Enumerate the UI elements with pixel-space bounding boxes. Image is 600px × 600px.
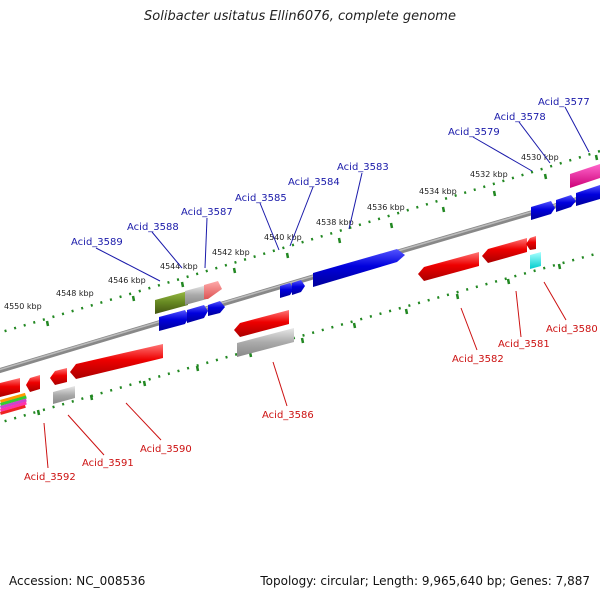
gene-label: Acid_3586: [262, 410, 314, 421]
gene-block: [0, 398, 27, 409]
gene-arrow: [530, 252, 541, 269]
gene-label: Acid_3592: [24, 472, 76, 483]
gene-arrow: [204, 281, 222, 299]
gene-arrow: [292, 280, 305, 295]
gene-label: Acid_3579: [448, 127, 500, 138]
map-title: Solibacter usitatus Ellin6076, complete …: [144, 9, 456, 24]
gene-block: [0, 395, 27, 406]
forward-genes: [155, 164, 600, 331]
gene-arrow: [159, 310, 189, 331]
forward-leaders: [95, 106, 590, 282]
gene-label: Acid_3585: [235, 193, 287, 204]
gene-arrow: [53, 386, 75, 404]
gene-block: [0, 401, 27, 412]
gene-arrow: [50, 368, 67, 385]
gene-label: Acid_3591: [82, 458, 134, 469]
gene-label: Acid_3577: [538, 97, 590, 108]
forward-gene-labels: Acid_3589 Acid_3588 Acid_3587 Acid_3585 …: [71, 97, 590, 248]
gene-arrow: [280, 283, 294, 298]
gene-label: Acid_3580: [546, 324, 598, 335]
gene-block: [0, 404, 26, 415]
gene-label: Acid_3581: [498, 339, 550, 350]
gene-arrow: [576, 185, 600, 206]
scale-label: 4546 kbp: [108, 276, 146, 285]
gene-label: Acid_3578: [494, 112, 546, 123]
gene-arrow: [313, 249, 405, 287]
gene-label: Acid_3589: [71, 237, 123, 248]
gene-label: Acid_3587: [181, 207, 233, 218]
reverse-scale-line: [0, 251, 600, 424]
gene-arrow: [526, 236, 536, 250]
forward-scale-line: [0, 149, 600, 334]
scale-label: 4544 kbp: [160, 262, 198, 271]
gene-arrow: [155, 291, 188, 314]
gene-arrow: [237, 328, 294, 357]
reverse-gene-labels: Acid_3592 Acid_3591 Acid_3590 Acid_3586 …: [24, 324, 598, 483]
accession-label: Accession: NC_008536: [9, 574, 146, 588]
reverse-major-ticks: [36, 263, 562, 416]
scale-label: 4536 kbp: [367, 203, 405, 212]
scale-label: 4532 kbp: [470, 170, 508, 179]
scale-labels: 4550 kbp 4548 kbp 4546 kbp 4544 kbp 4542…: [4, 153, 559, 311]
gene-arrow: [556, 195, 576, 212]
scale-label: 4550 kbp: [4, 302, 42, 311]
gene-label: Acid_3582: [452, 354, 504, 365]
reverse-genes: [0, 236, 541, 415]
gene-arrow: [187, 305, 208, 323]
scale-label: 4538 kbp: [316, 218, 354, 227]
scale-label: 4548 kbp: [56, 289, 94, 298]
gene-arrow: [26, 375, 40, 392]
gene-arrow: [0, 378, 20, 397]
scale-label: 4540 kbp: [264, 233, 302, 242]
gene-arrow: [208, 301, 225, 316]
gene-arrow: [70, 344, 163, 379]
topology-label: Topology: circular; Length: 9,965,640 bp…: [260, 574, 590, 588]
scale-label: 4542 kbp: [212, 248, 250, 257]
gene-label: Acid_3590: [140, 444, 192, 455]
gene-arrow: [185, 285, 207, 305]
reverse-leaders: [43, 281, 567, 469]
gene-label: Acid_3583: [337, 162, 389, 173]
scale-label: 4530 kbp: [521, 153, 559, 162]
forward-major-ticks: [45, 154, 599, 327]
gene-arrow: [570, 164, 600, 188]
gene-arrow: [418, 252, 479, 281]
gene-block: [0, 392, 26, 403]
gene-label: Acid_3588: [127, 222, 179, 233]
gene-label: Acid_3584: [288, 177, 340, 188]
gene-arrow: [531, 201, 555, 220]
gene-arrow: [482, 238, 527, 263]
scale-label: 4534 kbp: [419, 187, 457, 196]
gene-arrow: [234, 310, 289, 337]
